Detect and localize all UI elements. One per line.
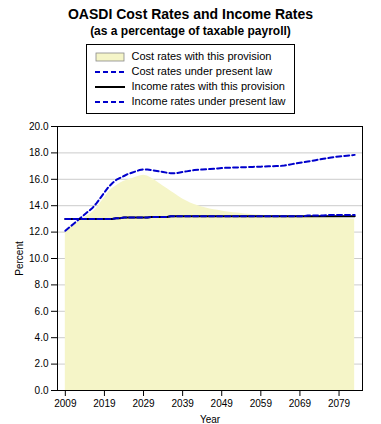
html-text:(as a percentage of taxable pa: (as a percentage of taxable payroll) — [90, 24, 291, 38]
html-text:OASDI Cost Rates and Income Ra: OASDI Cost Rates and Income Rates — [68, 6, 313, 22]
svg-text:2.0: 2.0 — [35, 358, 49, 369]
svg-text:2009: 2009 — [54, 398, 77, 409]
html-text:Cost rates under present law: Cost rates under present law — [131, 65, 273, 77]
svg-text:2039: 2039 — [172, 398, 195, 409]
svg-text:12.0: 12.0 — [29, 226, 49, 237]
svg-text:8.0: 8.0 — [35, 279, 49, 290]
svg-text:2079: 2079 — [328, 398, 351, 409]
svg-text:2049: 2049 — [211, 398, 234, 409]
svg-text:Year: Year — [200, 414, 221, 424]
svg-text:Percent: Percent — [14, 241, 25, 276]
svg-text:10.0: 10.0 — [29, 253, 49, 264]
svg-text:2069: 2069 — [289, 398, 312, 409]
svg-text:0.0: 0.0 — [35, 385, 49, 396]
svg-text:2019: 2019 — [93, 398, 116, 409]
svg-text:14.0: 14.0 — [29, 200, 49, 211]
html-text:Income rates under present law: Income rates under present law — [131, 95, 286, 107]
svg-text:18.0: 18.0 — [29, 147, 49, 158]
html-text:Income rates with this provisi: Income rates with this provision — [131, 80, 285, 92]
svg-text:2059: 2059 — [250, 398, 273, 409]
svg-text:6.0: 6.0 — [35, 306, 49, 317]
svg-text:4.0: 4.0 — [35, 332, 49, 343]
svg-text:20.0: 20.0 — [29, 121, 49, 132]
svg-text:2029: 2029 — [132, 398, 155, 409]
svg-text:16.0: 16.0 — [29, 174, 49, 185]
html-text:Cost rates with this provision: Cost rates with this provision — [131, 50, 272, 62]
